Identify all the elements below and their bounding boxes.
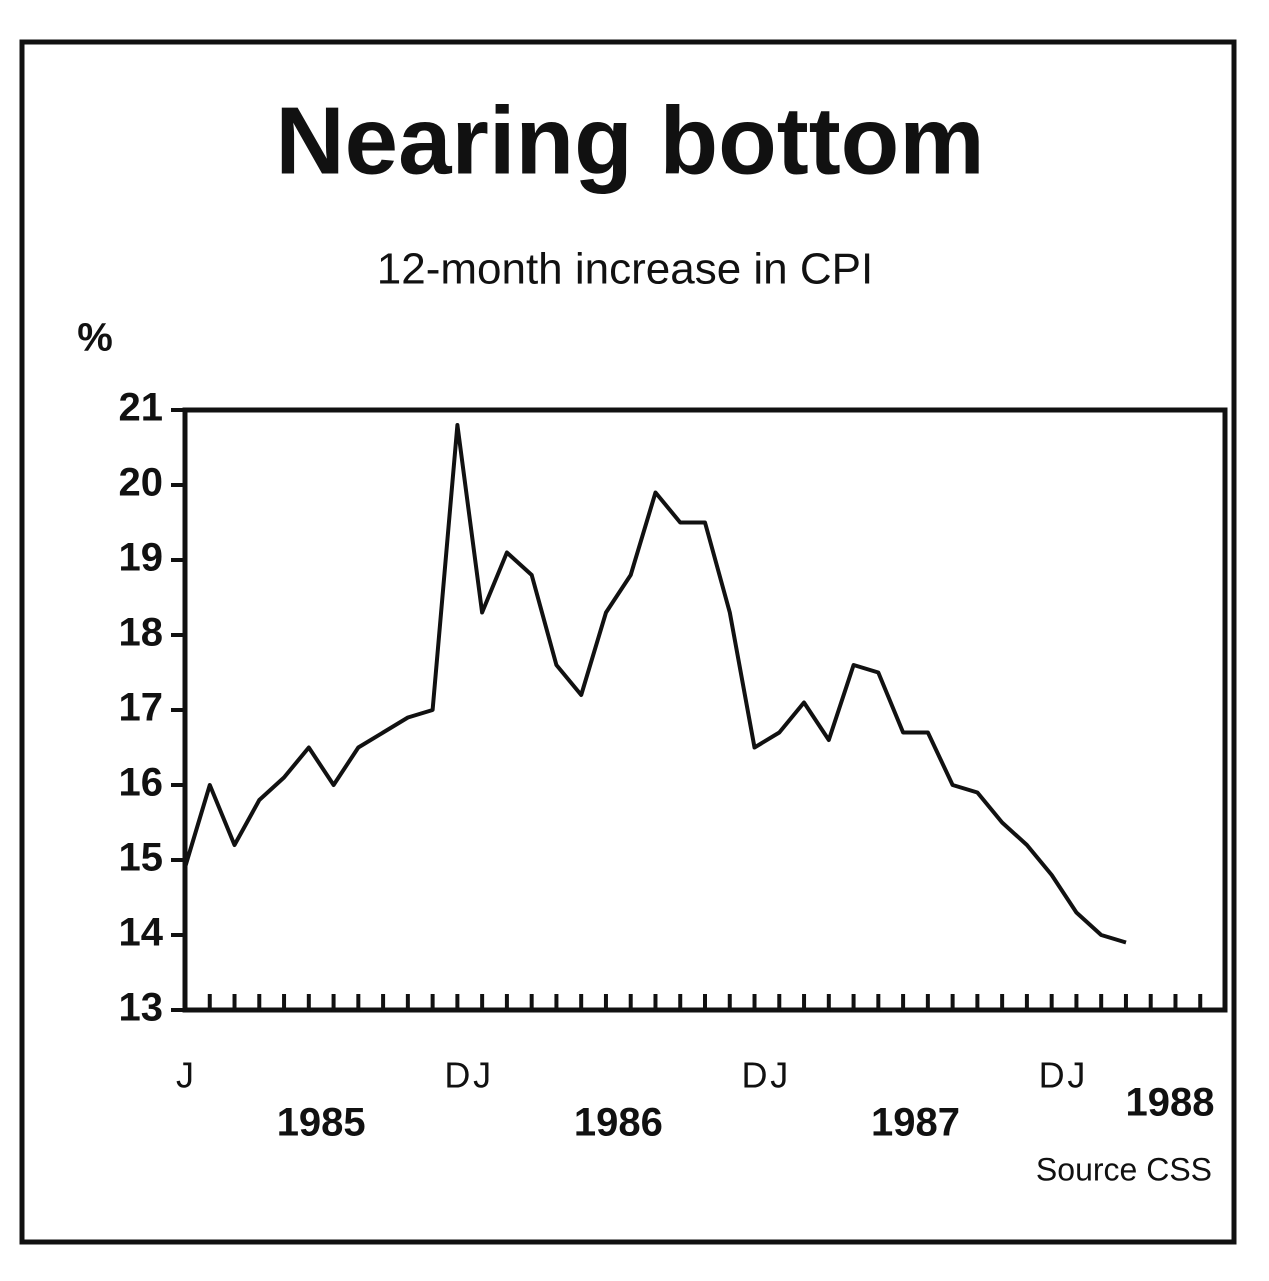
y-tick-label: 21 — [119, 386, 164, 430]
y-tick-label: 17 — [119, 686, 164, 730]
y-tick-label: 13 — [119, 986, 164, 1030]
source: Source CSS — [1036, 1151, 1212, 1187]
year-label: 1985 — [277, 1101, 366, 1145]
y-tick-label: 16 — [119, 761, 164, 805]
y-tick-label: 14 — [119, 911, 164, 955]
year-label: 1988 — [1126, 1081, 1215, 1125]
year-label: 1986 — [574, 1101, 663, 1145]
chart-title: Nearing bottom — [275, 87, 984, 194]
x-tick-label: J — [1067, 1055, 1085, 1096]
x-tick-label: J — [176, 1055, 194, 1096]
frame — [19, 39, 1237, 1245]
x-tick-label: D — [444, 1055, 470, 1096]
data-line — [183, 423, 1127, 945]
x-tick-label: J — [770, 1055, 788, 1096]
x-tick-label: D — [742, 1055, 768, 1096]
plot-frame — [182, 407, 1228, 1013]
y-tick-label: 18 — [119, 611, 164, 655]
y-tick-label: 19 — [119, 536, 164, 580]
year-label: 1987 — [871, 1101, 960, 1145]
x-tick-label: D — [1039, 1055, 1065, 1096]
y-axis-label: % — [77, 316, 113, 360]
y-tick-label: 20 — [119, 461, 164, 505]
y-tick-label: 15 — [119, 836, 164, 880]
chart-subtitle: 12-month increase in CPI — [377, 245, 873, 294]
x-tick-label: J — [473, 1055, 491, 1096]
